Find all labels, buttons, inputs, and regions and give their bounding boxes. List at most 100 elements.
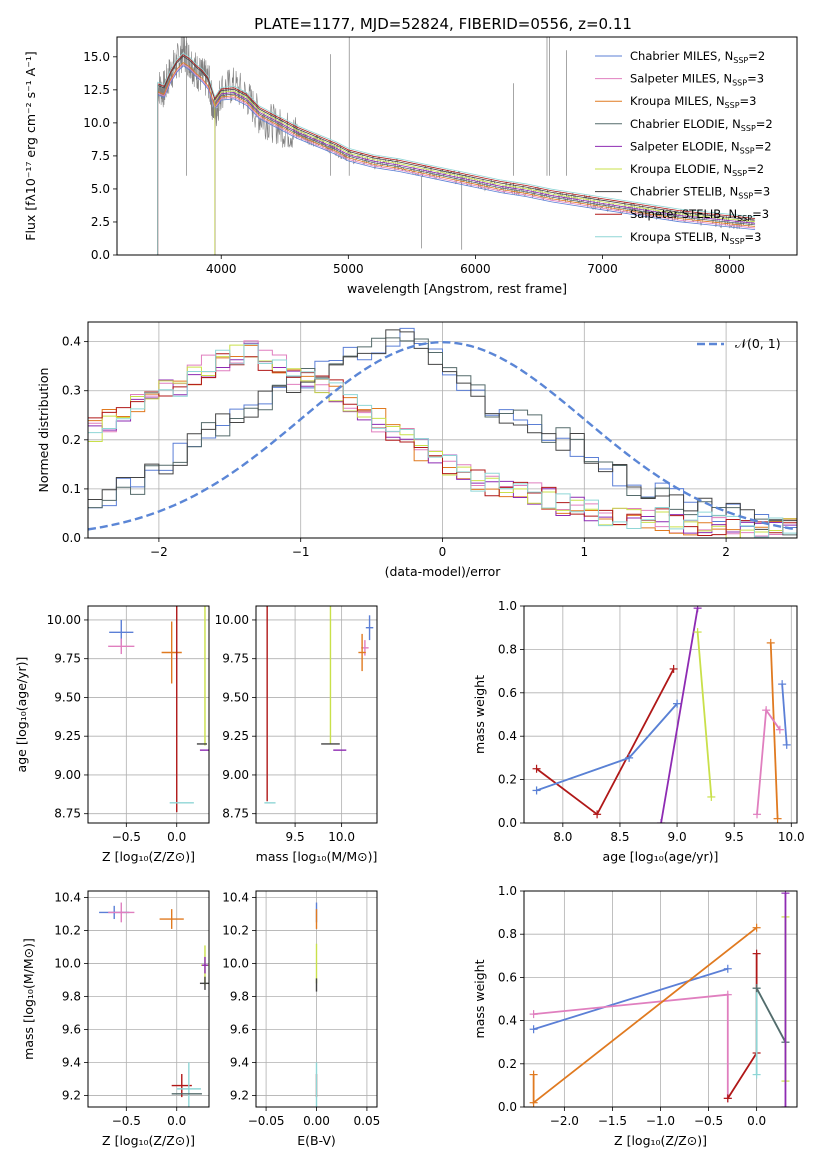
age_vs_mass-axes: 9.5 10.0 8.75 9.00 9.25 9.50 9.75 10.00 mass [lo… <box>215 606 377 864</box>
legend-sub: SSP <box>740 146 755 155</box>
legend-sub: SSP <box>737 214 752 223</box>
legend-label: Kroupa ELODIE, N <box>630 162 732 176</box>
y-tick-label: 9.75 <box>54 652 81 666</box>
x-tick-label: 9.0 <box>668 830 687 844</box>
mass_vs_z-plot <box>99 902 209 1107</box>
y-tick-label: 10.4 <box>222 891 249 905</box>
legend-sub: SSP <box>741 124 756 133</box>
y-tick-label: 9.6 <box>230 1023 249 1037</box>
weight-line <box>533 993 729 1099</box>
y-tick-label: 10.0 <box>54 957 81 971</box>
y-tick-label: 0.4 <box>498 729 517 743</box>
weight-line <box>536 703 678 792</box>
y-tick-label: 9.4 <box>62 1055 81 1069</box>
y-tick-label: 0.2 <box>62 433 81 447</box>
y-tick-label: 0.4 <box>62 335 81 349</box>
weight-line <box>533 967 729 1031</box>
weight-line <box>536 703 678 792</box>
legend-sub: SSP <box>732 169 747 178</box>
legend-suffix: =2 <box>756 117 773 131</box>
y-tick-label: 9.00 <box>54 768 81 782</box>
y-tick-label: 9.8 <box>230 990 249 1004</box>
y-tick-label: 0.2 <box>498 773 517 787</box>
x-tick-label: 0.00 <box>303 1114 330 1128</box>
model-line <box>214 93 756 255</box>
x-tick-label: 6000 <box>460 262 491 276</box>
residual-histogram <box>88 353 797 537</box>
residuals-plot <box>88 327 797 538</box>
weight-line <box>696 631 713 798</box>
figure-title: PLATE=1177, MJD=52824, FIBERID=0556, z=0… <box>254 15 632 33</box>
spectrum-plot <box>157 37 756 255</box>
y-axis-label: Flux [fλ10⁻¹⁷ erg cm⁻² s⁻¹ A⁻¹] <box>23 51 38 240</box>
x-tick-label: −1 <box>292 545 310 559</box>
mass_vs_z-axes: −0.5 0.0 9.2 9.4 9.6 9.8 10.0 10.2 10.4 Z [log₁₀(… <box>54 891 209 1148</box>
x-tick-label: 4000 <box>206 262 237 276</box>
y-tick-label: 12.5 <box>83 83 110 97</box>
y-tick-label: 1.0 <box>498 599 517 613</box>
y-axis-label: mass weight <box>472 959 487 1038</box>
y-axis-label: mass weight <box>472 675 487 754</box>
weight-line <box>727 953 758 1099</box>
spectrum-axes: 4000 5000 6000 7000 8000 0.0 2.5 5.0 7.5 10.0 12.5… <box>83 50 745 296</box>
model-line <box>157 65 756 255</box>
x-tick-label: −1.0 <box>646 1114 675 1128</box>
data-point <box>108 638 135 655</box>
y-tick-label: 8.75 <box>54 807 81 821</box>
x-tick-label: −0.5 <box>112 830 141 844</box>
x-tick-label: 0.0 <box>747 1114 766 1128</box>
y-tick-label: 9.6 <box>62 1023 81 1037</box>
y-tick-label: 0.0 <box>62 531 81 545</box>
legend-entry: Salpeter ELODIE, NSSP=2 <box>630 139 772 155</box>
y-tick-label: 0.0 <box>498 816 517 830</box>
age_vs_z-plot <box>108 606 209 813</box>
y-axis-label: age [log₁₀(age/yr)] <box>14 657 29 773</box>
weight-line <box>532 927 758 1105</box>
y-tick-label: 1.0 <box>498 884 517 898</box>
residual-histogram <box>88 337 797 536</box>
x-tick-label: 0.0 <box>167 1114 186 1128</box>
x-tick-label: 8.0 <box>553 830 572 844</box>
y-tick-label: 10.0 <box>222 957 249 971</box>
age_vs_z-frame <box>87 605 210 824</box>
y-tick-label: 15.0 <box>83 50 110 64</box>
legend-suffix: =3 <box>745 230 762 244</box>
y-tick-label: 0.2 <box>498 1057 517 1071</box>
weight_vs_z-axes: −2.0 −1.5 −1.0 −0.5 0.0 0.0 0.2 0.4 0.6 0.8 1.0 Z [… <box>498 884 797 1148</box>
spectrum-frame <box>116 36 798 256</box>
y-tick-label: 10.2 <box>222 924 249 938</box>
legend-label: Chabrier STELIB, N <box>630 185 738 199</box>
x-axis-label: wavelength [Angstrom, rest frame] <box>347 281 567 296</box>
y-tick-label: 10.0 <box>83 116 110 130</box>
weight-line <box>755 987 787 1075</box>
x-tick-label: 8.5 <box>610 830 629 844</box>
y-tick-label: 0.4 <box>498 1014 517 1028</box>
legend-suffix: =2 <box>748 49 765 63</box>
y-tick-label: 9.25 <box>54 729 81 743</box>
legend-suffix: =3 <box>740 94 757 108</box>
y-axis-label: Normed distribution <box>36 368 51 493</box>
legend-suffix: =3 <box>752 207 769 221</box>
x-tick-label: 5000 <box>333 262 364 276</box>
x-tick-label: 0.0 <box>167 830 186 844</box>
mass_vs_ebv-frame <box>255 890 378 1108</box>
legend-suffix: =3 <box>753 185 770 199</box>
weight-line <box>536 668 675 816</box>
residual-histogram <box>88 329 797 530</box>
y-tick-label: 0.6 <box>498 970 517 984</box>
legend-entry: Kroupa STELIB, NSSP=3 <box>630 230 761 246</box>
y-tick-label: 0.6 <box>498 686 517 700</box>
data-point <box>201 956 208 974</box>
x-tick-label: 8000 <box>714 262 745 276</box>
x-tick-label: 9.5 <box>725 830 744 844</box>
legend-sub: SSP <box>730 237 745 246</box>
legend-sub: SSP <box>738 192 753 201</box>
legend-label: Kroupa STELIB, N <box>630 230 730 244</box>
x-tick-label: 10.0 <box>778 830 805 844</box>
weight_vs_age-plot <box>532 606 791 823</box>
data-point <box>358 633 366 672</box>
mass_vs_z-frame <box>87 890 210 1108</box>
legend-entry: Chabrier STELIB, NSSP=3 <box>630 185 770 201</box>
